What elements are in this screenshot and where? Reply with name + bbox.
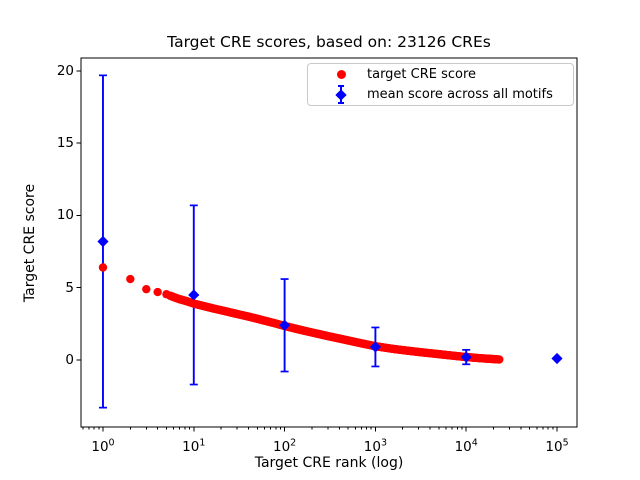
y-tick-label: 10 (56, 207, 74, 224)
y-tick-label: 0 (65, 351, 74, 368)
x-tick-label: 103 (363, 437, 388, 455)
x-tick-label: 104 (454, 437, 478, 455)
legend-entry-target-cre-score: target CRE score (308, 65, 573, 84)
y-tick-label: 15 (56, 135, 74, 152)
y-tick-label: 5 (65, 279, 74, 296)
legend: target CRE score mean score across all m… (307, 63, 574, 106)
legend-entry-mean-score: mean score across all motifs (308, 85, 573, 104)
blue-diamond-marker-icon (316, 85, 366, 104)
x-tick-label: 102 (272, 437, 297, 455)
y-tick-label: 20 (56, 63, 74, 79)
x-tick-label: 100 (91, 437, 115, 455)
legend-label: target CRE score (367, 67, 477, 82)
red-circle-marker-icon (316, 70, 366, 79)
x-tick-label: 105 (545, 437, 569, 455)
x-tick-label: 101 (182, 437, 206, 455)
chart-title: Target CRE scores, based on: 23126 CREs (167, 33, 491, 51)
y-axis-label: Target CRE score (22, 183, 38, 303)
x-axis-label: Target CRE rank (log) (254, 455, 404, 471)
legend-label: mean score across all motifs (367, 87, 553, 102)
